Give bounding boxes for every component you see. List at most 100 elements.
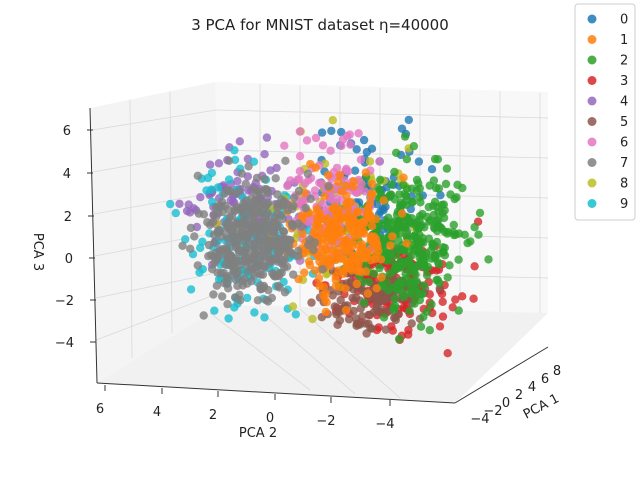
- scatter-point: [186, 244, 195, 253]
- scatter-point: [405, 288, 414, 298]
- scatter-point: [294, 186, 304, 196]
- scatter-point: [434, 260, 444, 269]
- scatter-point: [325, 254, 334, 264]
- scatter-point: [274, 271, 283, 281]
- scatter-point: [227, 211, 237, 221]
- scatter-point: [294, 246, 303, 255]
- scatter-point: [352, 321, 361, 330]
- scatter-point: [347, 250, 356, 259]
- scatter-point: [257, 237, 266, 246]
- scatter-point: [398, 245, 408, 255]
- scatter-point: [387, 180, 396, 189]
- scatter-point: [293, 175, 302, 184]
- scatter-point: [384, 285, 393, 295]
- scatter-point: [404, 115, 413, 125]
- scatter-point: [250, 243, 259, 252]
- scatter-point: [333, 208, 342, 217]
- scatter-point: [282, 200, 292, 209]
- legend-label: 4: [620, 95, 628, 110]
- scatter-point: [184, 200, 193, 209]
- legend-marker: [587, 96, 597, 106]
- z-tick-label: −2: [55, 294, 74, 309]
- scatter-point: [199, 210, 209, 219]
- scatter-point: [375, 297, 384, 307]
- scatter-point: [475, 208, 485, 218]
- scatter-point: [335, 170, 345, 180]
- legend-item-0: 0: [587, 13, 628, 28]
- scatter-point: [304, 240, 313, 250]
- scatter-point: [342, 263, 351, 273]
- scatter-point: [434, 184, 444, 193]
- scatter-point: [454, 255, 463, 264]
- scatter-point: [252, 191, 261, 200]
- scatter-point: [308, 314, 317, 324]
- scatter-point: [186, 285, 196, 294]
- legend-item-5: 5: [587, 115, 628, 130]
- grid-line: [92, 149, 218, 173]
- scatter-point: [239, 228, 248, 237]
- scatter-point: [259, 283, 268, 292]
- z-axis-line: [89, 107, 98, 384]
- grid-line: [91, 109, 217, 131]
- x-tick-label: 0: [502, 396, 510, 411]
- scatter-point: [400, 189, 409, 199]
- scatter-point: [252, 173, 262, 183]
- point-group-7: [178, 156, 333, 320]
- scatter-point: [222, 220, 231, 229]
- scatter-point: [372, 284, 381, 293]
- scatter-point: [267, 223, 276, 232]
- scatter-point: [253, 296, 263, 305]
- scatter-point: [352, 279, 361, 289]
- scatter-point: [233, 281, 242, 291]
- scatter-point: [333, 224, 343, 233]
- scatter-point: [230, 293, 240, 302]
- legend-label: 5: [620, 115, 628, 130]
- scatter-point: [360, 253, 369, 262]
- back-pane-left: [90, 82, 223, 383]
- grid-line: [299, 308, 401, 399]
- scatter-point: [245, 212, 254, 221]
- legend-marker: [587, 199, 597, 208]
- scatter-point: [193, 171, 202, 180]
- scatter-point: [367, 189, 377, 198]
- scatter-point: [260, 175, 269, 184]
- scatter-point: [377, 273, 386, 282]
- scatter-point: [409, 277, 418, 286]
- scatter-point: [281, 156, 290, 165]
- scatter-point: [353, 231, 363, 240]
- scatter-point: [416, 322, 426, 331]
- scatter-point: [463, 238, 472, 248]
- scatter-point: [332, 194, 342, 203]
- y-tick-label: −4: [375, 417, 394, 432]
- z-tick-label: 2: [64, 210, 72, 225]
- scatter-point: [311, 133, 321, 143]
- x-tick-label: −2: [483, 404, 502, 419]
- x-tick-label: 4: [528, 380, 536, 395]
- scatter-point: [379, 196, 388, 205]
- scatter-point: [392, 225, 401, 235]
- scatter-point: [247, 277, 256, 286]
- legend-marker: [587, 158, 597, 167]
- scatter-point: [445, 261, 454, 270]
- legend-marker: [587, 76, 597, 85]
- scatter-point: [334, 177, 343, 186]
- scatter-point: [375, 263, 384, 273]
- legend-label: 8: [620, 177, 628, 192]
- scatter-point: [400, 132, 410, 141]
- scatter-point: [325, 227, 335, 236]
- scatter-point: [321, 307, 330, 317]
- scatter-point: [412, 175, 422, 185]
- scatter-point: [327, 126, 336, 136]
- scatter-point: [282, 248, 291, 257]
- scatter-point: [246, 202, 256, 212]
- scatter-point: [214, 201, 223, 211]
- scatter-point: [407, 319, 416, 328]
- scatter-point: [364, 277, 373, 287]
- scatter-point: [356, 155, 366, 164]
- scatter-point: [237, 169, 246, 178]
- scatter-point: [235, 186, 244, 196]
- scatter-point: [225, 186, 234, 195]
- grid-line: [95, 291, 223, 341]
- scatter-point: [306, 194, 315, 204]
